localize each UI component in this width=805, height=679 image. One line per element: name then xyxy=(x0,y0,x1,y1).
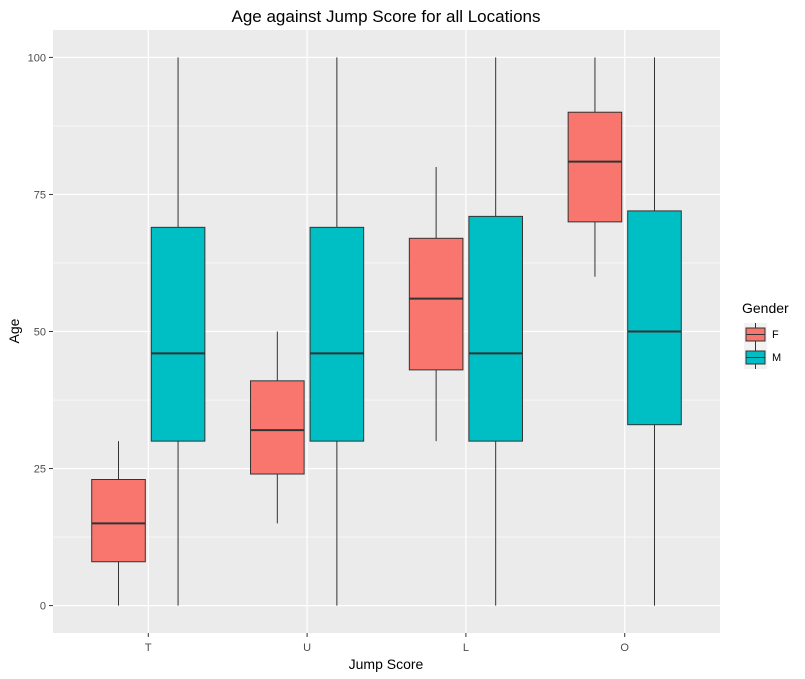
box-F-L xyxy=(408,167,464,442)
x-axis-title: Jump Score xyxy=(349,656,424,672)
box-F-O xyxy=(567,57,623,277)
box-body xyxy=(627,210,682,426)
box-body xyxy=(468,215,523,442)
box-body xyxy=(150,226,206,442)
x-tick-label: T xyxy=(145,642,152,654)
box-body xyxy=(91,479,146,563)
y-tick-label: 50 xyxy=(34,327,46,339)
box-M-T xyxy=(150,57,206,606)
y-axis-title: Age xyxy=(6,318,22,343)
y-tick-label: 25 xyxy=(34,464,46,476)
box-F-U xyxy=(250,331,305,524)
major-gridlines xyxy=(53,30,720,633)
box-M-O xyxy=(627,57,682,606)
legend-item-F: F xyxy=(744,323,779,346)
x-tick-label: L xyxy=(463,642,469,654)
box-body xyxy=(408,237,464,371)
box-F-T xyxy=(91,441,146,606)
box-M-L xyxy=(468,57,523,606)
x-tick-label: O xyxy=(620,642,629,654)
y-tick-label: 0 xyxy=(40,601,46,613)
legend: Gender FM xyxy=(742,300,789,369)
legend-title: Gender xyxy=(742,300,789,316)
box-body xyxy=(309,226,365,442)
legend-label: F xyxy=(772,329,779,341)
box-body xyxy=(250,380,305,475)
legend-label: M xyxy=(772,352,781,364)
chart-title: Age against Jump Score for all Locations xyxy=(231,7,540,26)
box-M-U xyxy=(309,57,365,606)
y-tick-label: 100 xyxy=(28,52,46,64)
boxes-layer xyxy=(91,57,682,606)
y-tick-label: 75 xyxy=(34,189,46,201)
legend-item-M: M xyxy=(744,346,781,369)
y-axis: 0 25 50 75 100 xyxy=(28,52,53,613)
box-body xyxy=(567,111,623,223)
x-tick-label: U xyxy=(303,642,311,654)
